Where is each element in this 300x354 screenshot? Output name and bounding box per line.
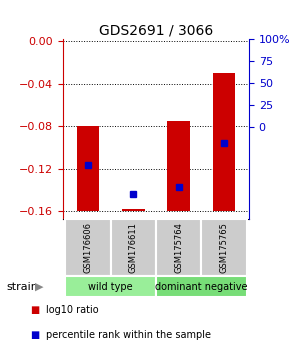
Bar [201, 219, 247, 276]
Text: ▶: ▶ [34, 282, 43, 292]
Bar [122, 209, 145, 211]
Text: ■: ■ [30, 305, 39, 315]
Text: percentile rank within the sample: percentile rank within the sample [46, 330, 211, 339]
Bar [65, 219, 111, 276]
Text: GSM176606: GSM176606 [83, 222, 92, 273]
Bar [76, 126, 99, 211]
Text: GSM175765: GSM175765 [220, 222, 229, 273]
Bar [156, 219, 201, 276]
Bar [167, 121, 190, 211]
Bar [213, 73, 236, 211]
Bar [111, 219, 156, 276]
Text: wild type: wild type [88, 282, 133, 292]
Text: GSM175764: GSM175764 [174, 222, 183, 273]
Text: ■: ■ [30, 330, 39, 339]
Text: dominant negative: dominant negative [155, 282, 247, 292]
Bar [156, 276, 247, 297]
Text: log10 ratio: log10 ratio [46, 305, 99, 315]
Text: GDS2691 / 3066: GDS2691 / 3066 [99, 23, 213, 37]
Text: GSM176611: GSM176611 [129, 222, 138, 273]
Text: strain: strain [6, 282, 38, 292]
Bar [65, 276, 156, 297]
